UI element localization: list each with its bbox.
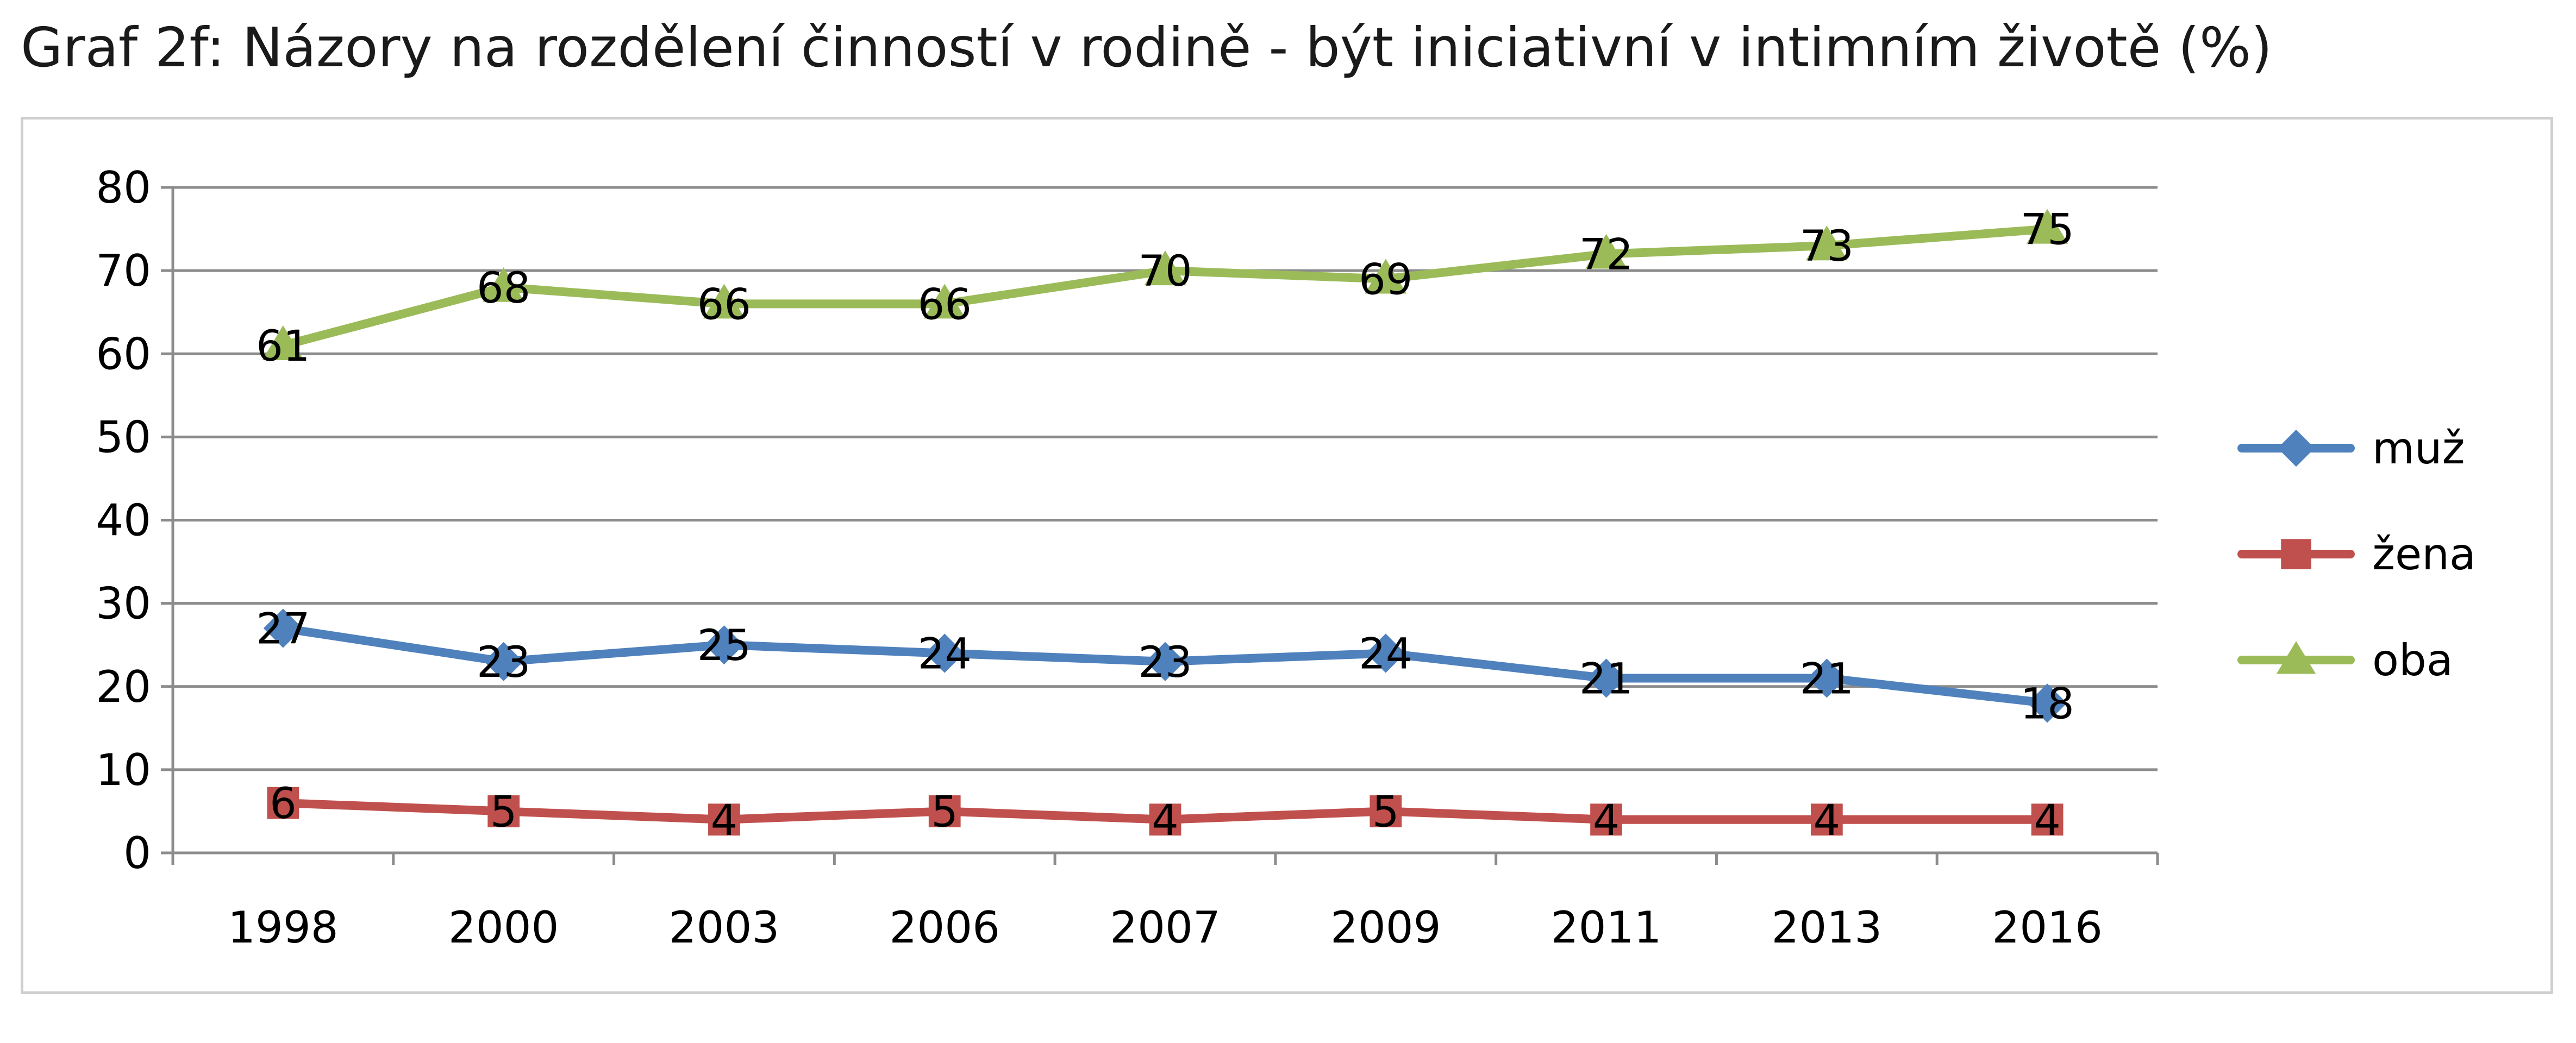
data-label: 23 — [477, 638, 530, 687]
data-point — [928, 795, 961, 827]
data-label: 73 — [1800, 222, 1854, 271]
data-label: 27 — [256, 605, 310, 654]
x-tick-label: 2009 — [1330, 902, 1441, 953]
data-label: 4 — [2034, 796, 2061, 845]
data-point — [1807, 658, 1847, 698]
y-tick-label: 20 — [96, 662, 151, 712]
data-label: 21 — [1579, 655, 1633, 703]
data-point — [484, 642, 523, 681]
y-tick-label: 30 — [96, 579, 151, 629]
y-tick-label: 40 — [96, 495, 151, 546]
data-label: 66 — [697, 280, 751, 329]
data-point — [263, 608, 303, 648]
y-tick-label: 10 — [96, 745, 151, 795]
legend-label: oba — [2372, 635, 2453, 686]
data-point — [1144, 250, 1186, 286]
data-label: 24 — [1359, 630, 1412, 679]
data-point — [1805, 225, 1848, 261]
x-tick-label: 2007 — [1110, 902, 1221, 953]
data-label: 5 — [931, 788, 958, 837]
data-point — [2027, 683, 2067, 723]
legend-label: muž — [2372, 423, 2465, 474]
data-label: 4 — [711, 796, 738, 845]
data-point — [1370, 795, 1402, 827]
data-label: 24 — [918, 630, 972, 679]
x-tick-label: 2003 — [669, 902, 780, 953]
data-point — [1586, 658, 1626, 698]
data-point — [1585, 234, 1627, 269]
series-markers — [262, 209, 2068, 836]
y-tick-label: 70 — [96, 246, 151, 296]
data-point — [262, 325, 304, 360]
y-tick-label: 0 — [123, 828, 151, 878]
data-label: 6 — [270, 780, 297, 828]
data-point — [483, 267, 525, 302]
data-label: 72 — [1579, 231, 1633, 280]
legend-marker-1 — [2281, 539, 2311, 569]
data-label: 4 — [1152, 796, 1179, 845]
data-point — [1366, 633, 1405, 673]
data-point — [1810, 803, 1843, 836]
data-label: 4 — [1814, 796, 1841, 845]
data-point — [923, 284, 966, 319]
axes: 0 10 20 30 40 50 60 70 80 1998 2000 2003 2006 2007 200… — [96, 162, 2159, 953]
x-tick-label: 2011 — [1551, 902, 1662, 953]
legend: muž žena oba — [2237, 423, 2476, 686]
data-label: 25 — [697, 621, 751, 670]
data-point — [267, 787, 299, 819]
x-tick-label: 2000 — [448, 902, 559, 953]
data-label: 18 — [2020, 680, 2074, 728]
y-tick-label: 80 — [96, 162, 151, 213]
data-label: 4 — [1593, 796, 1620, 845]
data-point — [925, 633, 965, 673]
data-label: 70 — [1138, 247, 1192, 296]
data-label: 61 — [256, 322, 310, 371]
data-point — [708, 803, 740, 836]
chart-title: Graf 2f: Názory na rozdělení činností v … — [21, 16, 2273, 79]
data-labels: 27 23 25 24 23 24 21 21 18 6 5 4 5 4 5 4 4 4 61 68 66 66 70 69 7… — [256, 206, 2074, 845]
data-point — [703, 284, 745, 319]
series-lines — [278, 224, 2052, 824]
data-label: 69 — [1359, 255, 1412, 304]
data-label: 21 — [1800, 655, 1854, 703]
data-point — [487, 795, 520, 827]
x-tick-label: 2006 — [889, 902, 1000, 953]
data-point — [1145, 642, 1185, 681]
data-label: 68 — [477, 264, 530, 313]
data-label: 5 — [1372, 788, 1399, 837]
data-label: 66 — [918, 280, 972, 329]
data-point — [704, 625, 744, 665]
x-tick-label: 2013 — [1772, 902, 1883, 953]
data-label: 5 — [490, 788, 517, 837]
legend-label: žena — [2372, 529, 2476, 580]
x-tick-label: 1998 — [228, 902, 339, 953]
legend-marker-0 — [2277, 429, 2315, 467]
chart-frame — [21, 117, 2553, 994]
y-tick-label: 50 — [96, 412, 151, 462]
data-point — [1590, 803, 1622, 836]
y-tick-label: 60 — [96, 329, 151, 379]
x-tick-label: 2016 — [1992, 902, 2103, 953]
data-point — [1149, 803, 1181, 836]
legend-marker-2 — [2276, 641, 2316, 674]
data-point — [1365, 259, 1407, 294]
data-point — [2026, 209, 2068, 244]
data-label: 23 — [1138, 638, 1192, 687]
data-label: 75 — [2020, 206, 2074, 255]
data-point — [2031, 803, 2064, 836]
